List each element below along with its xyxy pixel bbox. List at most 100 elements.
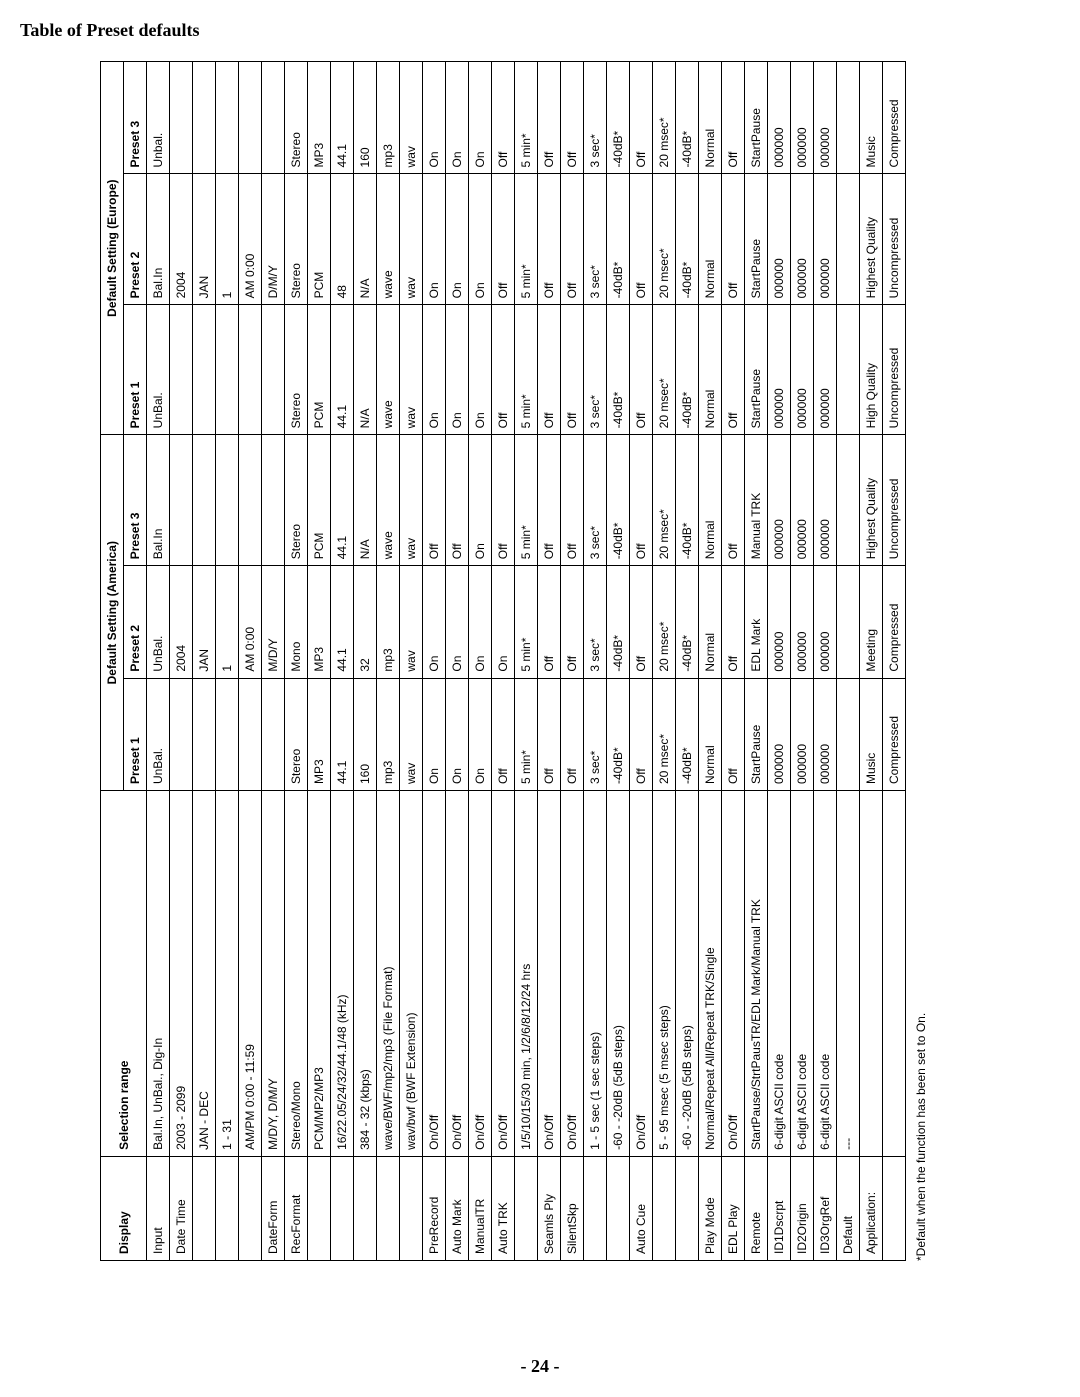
table-row: 1 - 3111 (216, 62, 239, 1261)
table-cell: -40dB* (607, 174, 630, 305)
table-cell: JAN - DEC (193, 791, 216, 1157)
table-cell: SilentSkp (561, 1156, 584, 1260)
table-cell: Off (561, 174, 584, 305)
table-cell (262, 62, 285, 174)
table-cell: 44.1 (331, 435, 354, 566)
table-cell: 000000 (814, 174, 837, 305)
table-cell: -60 - -20dB (5dB steps) (607, 791, 630, 1157)
table-cell (216, 305, 239, 435)
table-cell: ID1Dscrpt (768, 1156, 791, 1260)
table-cell: Stereo (285, 678, 308, 790)
table-cell: wave (377, 305, 400, 435)
table-row: 1/5/10/15/30 min, 1/2/6/8/12/24 hrs5 min… (515, 62, 538, 1261)
table-cell: Compressed (883, 566, 906, 678)
table-cell: 44.1 (331, 62, 354, 174)
table-cell: Off (538, 566, 561, 678)
table-cell: 000000 (768, 435, 791, 566)
table-cell (515, 1156, 538, 1260)
table-cell: mp3 (377, 678, 400, 790)
table-cell: 3 sec* (584, 678, 607, 790)
table-cell: 000000 (768, 305, 791, 435)
table-cell: 2004 (170, 174, 193, 305)
table-cell: -40dB* (676, 174, 699, 305)
table-cell: Normal (699, 435, 722, 566)
table-cell: 000000 (791, 435, 814, 566)
header-group-america: Default Setting (America) (101, 435, 124, 791)
table-cell: 48 (331, 174, 354, 305)
table-cell (239, 62, 262, 174)
table-cell: Normal/Repeat All/Repeat TRK/Single (699, 791, 722, 1157)
table-row: RemoteStartPause/StrtPausTR/EDL Mark/Man… (745, 62, 768, 1261)
table-cell: -40dB* (676, 435, 699, 566)
table-cell: PCM (308, 435, 331, 566)
table-cell: Off (538, 305, 561, 435)
table-cell: -40dB* (676, 305, 699, 435)
table-cell: wav (400, 174, 423, 305)
table-cell: wav (400, 435, 423, 566)
table-cell: On (446, 566, 469, 678)
table-cell: 000000 (768, 566, 791, 678)
table-cell: On (469, 566, 492, 678)
table-cell: PreRecord (423, 1156, 446, 1260)
table-cell: D/M/Y (262, 174, 285, 305)
table-cell: Highest Quality (860, 435, 883, 566)
table-row: Default--- (837, 62, 860, 1261)
table-cell: 1 - 5 sec (1 sec steps) (584, 791, 607, 1157)
table-cell: 000000 (814, 305, 837, 435)
table-cell: RecFormat (285, 1156, 308, 1260)
table-cell: On (423, 305, 446, 435)
table-cell: Off (561, 678, 584, 790)
table-cell: EDL Mark (745, 566, 768, 678)
table-cell: 5 min* (515, 305, 538, 435)
table-row: Seamls PlyOn/OffOffOffOffOffOffOff (538, 62, 561, 1261)
table-cell: On (423, 62, 446, 174)
page-title: Table of Preset defaults (20, 20, 1060, 41)
table-cell: Off (538, 678, 561, 790)
table-cell: On/Off (469, 791, 492, 1157)
table-cell: N/A (354, 174, 377, 305)
table-cell: 5 min* (515, 174, 538, 305)
table-cell: 16/22.05/24/32/44.1/48 (kHz) (331, 791, 354, 1157)
table-cell: PCM (308, 174, 331, 305)
table-cell: ID2Origin (791, 1156, 814, 1260)
table-cell: Mono (285, 566, 308, 678)
table-cell: Bal.In (147, 174, 170, 305)
table-cell (837, 678, 860, 790)
table-row: Date Time2003 - 209920042004 (170, 62, 193, 1261)
table-cell: MP3 (308, 62, 331, 174)
table-cell: AM/PM 0:00 - 11:59 (239, 791, 262, 1157)
table-cell (170, 62, 193, 174)
table-cell: 6-digit ASCII code (814, 791, 837, 1157)
table-cell: MP3 (308, 566, 331, 678)
table-cell: M/D/Y, D/M/Y (262, 791, 285, 1157)
table-cell: On (423, 566, 446, 678)
table-cell: StartPause (745, 174, 768, 305)
table-cell (262, 435, 285, 566)
header-group-europe: Default Setting (Europe) (101, 62, 124, 435)
table-cell: 5 - 95 msec (5 msec steps) (653, 791, 676, 1157)
table-cell: wav (400, 678, 423, 790)
table-cell: N/A (354, 305, 377, 435)
table-cell: 000000 (791, 62, 814, 174)
table-cell: Bal.In, UnBal., Dig-In (147, 791, 170, 1157)
table-cell: MP3 (308, 678, 331, 790)
table-cell: PCM/MP2/MP3 (308, 791, 331, 1157)
table-cell (239, 305, 262, 435)
table-cell: Normal (699, 174, 722, 305)
table-cell: -40dB* (607, 305, 630, 435)
table-cell: 1 - 31 (216, 791, 239, 1157)
table-cell (193, 1156, 216, 1260)
table-cell: 160 (354, 678, 377, 790)
table-cell: 1 (216, 174, 239, 305)
table-cell: Compressed (883, 62, 906, 174)
table-row: wave/BWF/mp2/mp3 (File Format)mp3mp3wave… (377, 62, 400, 1261)
table-cell: wav (400, 62, 423, 174)
table-cell (216, 435, 239, 566)
table-cell: Off (561, 435, 584, 566)
table-cell: Meeting (860, 566, 883, 678)
table-cell (860, 791, 883, 1157)
header-preset1-a: Preset 1 (124, 678, 147, 790)
table-cell: 32 (354, 566, 377, 678)
table-cell: On (446, 305, 469, 435)
table-cell: On (469, 174, 492, 305)
